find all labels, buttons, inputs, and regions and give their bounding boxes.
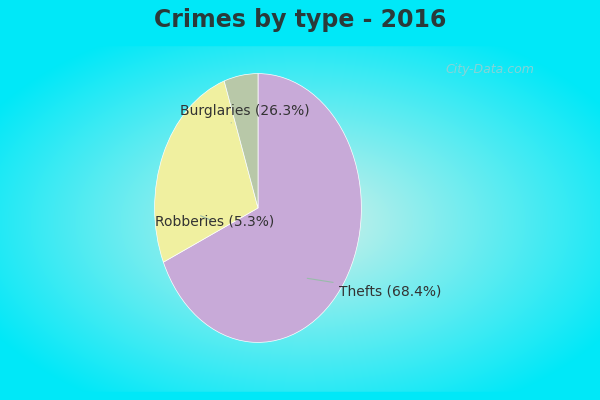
Wedge shape bbox=[163, 74, 361, 342]
Text: Thefts (68.4%): Thefts (68.4%) bbox=[307, 278, 441, 298]
Wedge shape bbox=[155, 81, 258, 262]
Text: City-Data.com: City-Data.com bbox=[446, 64, 535, 76]
Wedge shape bbox=[224, 74, 258, 208]
Bar bbox=[0, 392, 600, 400]
Text: Robberies (5.3%): Robberies (5.3%) bbox=[155, 214, 274, 228]
Bar bbox=[0, 0, 600, 45]
Text: Crimes by type - 2016: Crimes by type - 2016 bbox=[154, 8, 446, 32]
Text: Burglaries (26.3%): Burglaries (26.3%) bbox=[181, 104, 310, 123]
